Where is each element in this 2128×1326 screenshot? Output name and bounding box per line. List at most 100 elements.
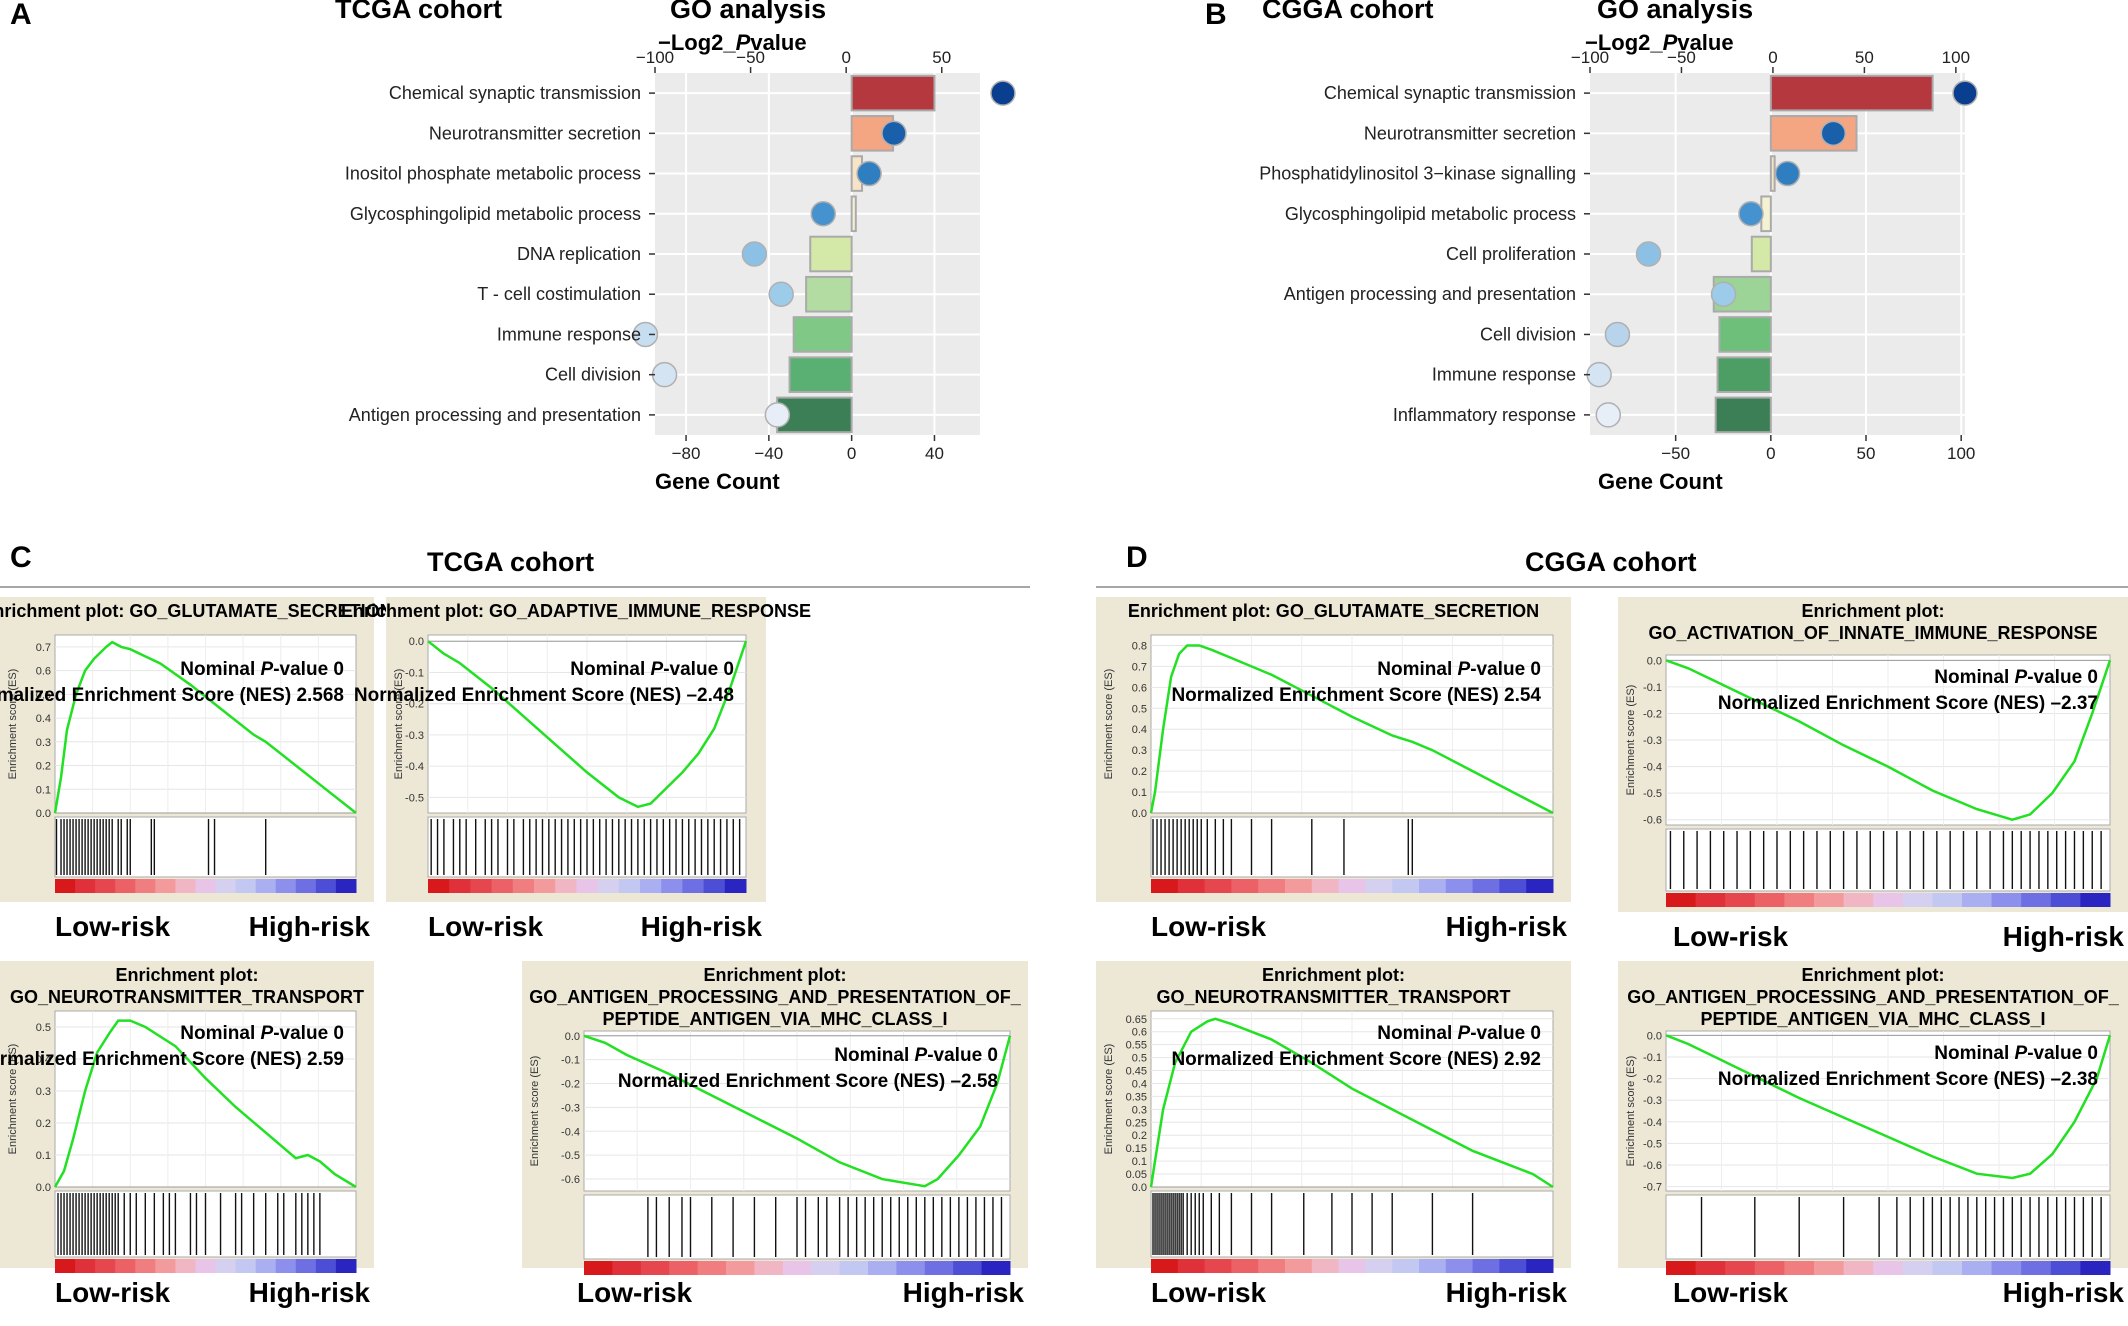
rank-gradient-segment: [640, 1261, 670, 1275]
nes-value: 2.54: [1504, 685, 1541, 706]
axis-label-part: P: [736, 30, 751, 55]
rank-gradient-segment: [1392, 1259, 1420, 1273]
rank-gradient-segment: [255, 879, 277, 893]
category-label: Cell proliferation: [1446, 244, 1576, 264]
rank-gradient-segment: [597, 879, 620, 893]
es-curve: [1665, 1034, 2112, 1180]
y-tick-label: 0.0: [1132, 1182, 1147, 1194]
rank-gradient-segment: [175, 879, 196, 893]
gsea-C1: Enrichment plot: GO_GLUTAMATE_SECRETION 0…: [0, 597, 393, 942]
rank-gradient-segment: [155, 1259, 176, 1273]
bar: [1718, 316, 1772, 353]
hits-area: [1150, 816, 1554, 878]
nes-label: Normalized Enrichment Score (NES): [354, 685, 687, 706]
rank-gradient-segment: [534, 879, 556, 893]
y-tick-label: -0.3: [405, 730, 424, 742]
rank-gradient-segment: [754, 1261, 784, 1275]
rank-gradient-segment: [839, 1261, 869, 1275]
y-tick-label: 0.4: [36, 713, 51, 725]
y-tick-label: 0.3: [36, 737, 51, 749]
category-label: Chemical synaptic transmission: [1324, 83, 1576, 103]
rank-gradient-segment: [1472, 1259, 1500, 1273]
rank-gradient-segment: [924, 1261, 954, 1275]
hits-area: [1665, 1194, 2111, 1260]
y-tick-label: -0.3: [1643, 1095, 1662, 1107]
rank-gradient-segment: [661, 879, 683, 893]
rank-gradient-segment: [584, 1261, 613, 1275]
y-tick-label: 0.2: [1132, 766, 1147, 778]
y-tick-label: 0.0: [565, 1031, 580, 1043]
pvalue-value: 0: [333, 659, 344, 680]
y-tick-label: 0.15: [1126, 1143, 1147, 1155]
rank-gradient-segment: [1695, 1261, 1726, 1275]
rank-gradient-segment: [1472, 879, 1500, 893]
rank-gradient-segment: [1962, 893, 1993, 907]
high-risk-label: High-risk: [1446, 911, 1568, 942]
bar: [788, 356, 853, 393]
y-tick-label: 0.8: [1132, 640, 1147, 652]
high-risk-label: High-risk: [1446, 1277, 1568, 1308]
rank-gradient-segment: [1177, 1259, 1206, 1273]
pvalue-suffix: -value: [273, 659, 333, 680]
rank-gradient-segment: [315, 1259, 337, 1273]
pvalue-label: Nominal: [834, 1045, 914, 1066]
nes-stat: Normalized Enrichment Score (NES) 2.54: [1171, 685, 1541, 706]
category-label: Immune response: [497, 324, 641, 344]
cohort-title: TCGA cohort: [335, 0, 502, 24]
pvalue-stat: Nominal P-value 0: [1377, 1023, 1541, 1044]
rank-gradient-segment: [295, 1259, 317, 1273]
category-label: Cell division: [545, 365, 641, 385]
gsea-title: PEPTIDE_ANTIGEN_VIA_MHC_CLASS_I: [1700, 1009, 2045, 1029]
nes-value: 2.59: [307, 1049, 344, 1070]
rank-gradient-segment: [1177, 879, 1206, 893]
rank-gradient-segment: [697, 1261, 727, 1275]
pvalue-suffix: -value: [1470, 1023, 1530, 1044]
y-tick-label: -0.7: [1643, 1182, 1662, 1194]
nes-value: –2.48: [686, 685, 734, 706]
category-label: Cell division: [1480, 324, 1576, 344]
y-tick-label: 0.5: [36, 689, 51, 701]
rank-gradient-segment: [195, 1259, 217, 1273]
pvalue-label: Nominal: [1377, 1023, 1457, 1044]
rank-gradient-segment: [275, 879, 297, 893]
rank-gradient-segment: [155, 879, 176, 893]
rank-gradient-segment: [1204, 879, 1232, 893]
y-tick-label: -0.6: [1643, 815, 1662, 827]
rank-gradient-segment: [1338, 1259, 1366, 1273]
bar: [809, 235, 853, 273]
bar: [1769, 74, 1934, 112]
nes-stat: Normalized Enrichment Score (NES) –2.58: [618, 1071, 998, 1092]
rank-gradient-segment: [115, 879, 136, 893]
bar: [1714, 396, 1772, 434]
bar: [850, 195, 857, 233]
high-risk-label: High-risk: [641, 911, 763, 942]
bottom-tick-label: −40: [754, 444, 783, 463]
pvalue-value: 0: [723, 659, 734, 680]
rank-gradient-segment: [428, 879, 450, 893]
gsea-title: Enrichment plot:: [1802, 601, 1945, 621]
top-tick-label: 0: [1768, 48, 1777, 67]
rank-gradient-segment: [1873, 893, 1904, 907]
rank-gradient-segment: [315, 879, 337, 893]
rank-gradient-segment: [1204, 1259, 1232, 1273]
bottom-tick-label: −50: [1661, 444, 1690, 463]
y-tick-label: 0.1: [36, 784, 51, 796]
rank-gradient-segment: [1932, 1261, 1963, 1275]
dot: [651, 361, 678, 388]
y-tick-label: -0.4: [405, 761, 424, 773]
go-chart-B: B CGGA cohort GO analysis−Log2_Pvalue−100−…: [1205, 0, 1978, 494]
y-tick-label: -0.1: [1643, 682, 1662, 694]
low-risk-label: Low-risk: [1673, 1277, 1789, 1308]
category-label: T - cell costimulation: [477, 284, 641, 304]
pvalue-suffix: -value: [2027, 1043, 2087, 1064]
bottom-tick-label: 0: [1766, 444, 1775, 463]
rank-gradient-segment: [95, 879, 116, 893]
axis-label-part: value: [1677, 30, 1733, 55]
pvalue-stat: Nominal P-value 0: [570, 659, 734, 680]
nes-label: Normalized Enrichment Score (NES): [0, 685, 296, 706]
high-risk-label: High-risk: [903, 1277, 1025, 1308]
rank-gradient-segment: [55, 1259, 76, 1273]
rank-gradient-segment: [1784, 1261, 1815, 1275]
dot: [856, 160, 882, 187]
